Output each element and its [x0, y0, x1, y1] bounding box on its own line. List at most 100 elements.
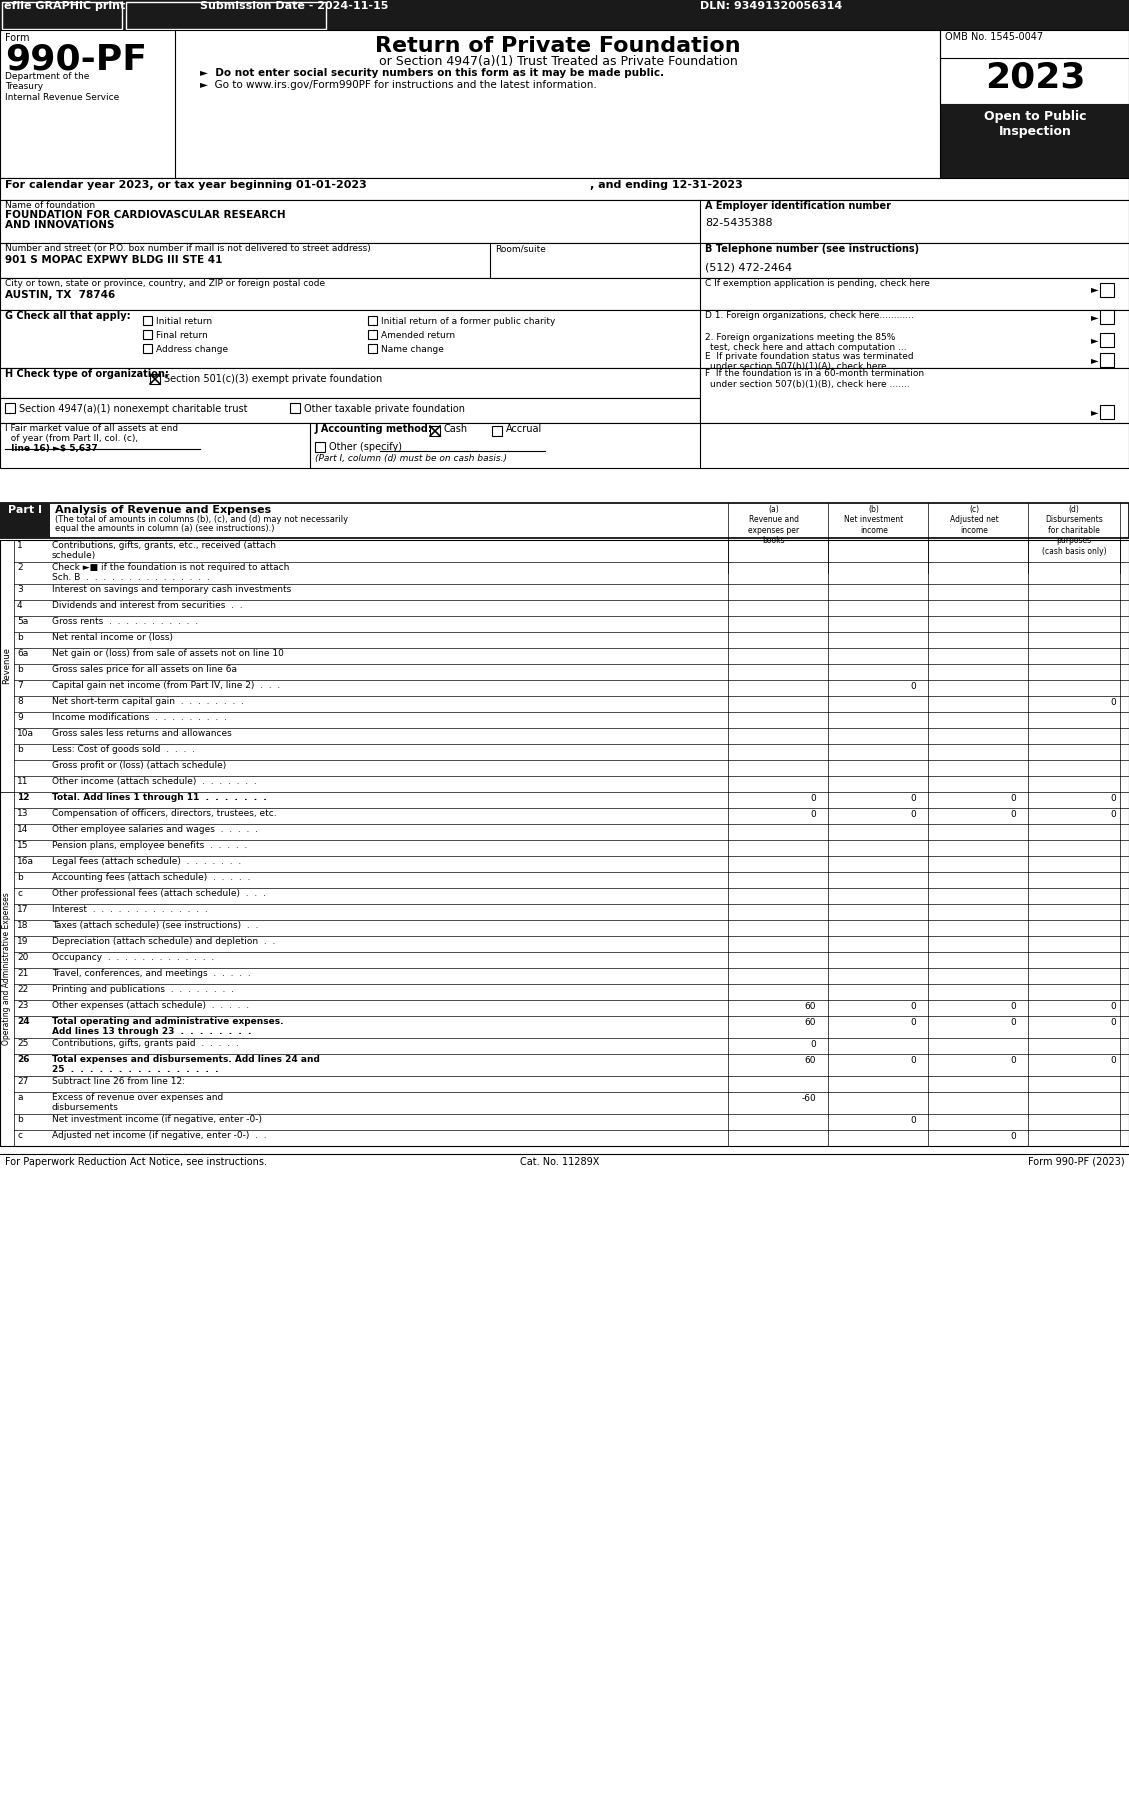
Text: b: b	[17, 1115, 23, 1124]
Text: of year (from Part II, col. (c),: of year (from Part II, col. (c),	[5, 433, 138, 442]
Text: (a)
Revenue and
expenses per
books: (a) Revenue and expenses per books	[749, 505, 799, 545]
Text: 0: 0	[1010, 1133, 1016, 1142]
Bar	[368, 331, 377, 340]
Text: 1: 1	[17, 541, 23, 550]
Text: (The total of amounts in columns (b), (c), and (d) may not necessarily: (The total of amounts in columns (b), (c…	[55, 514, 348, 523]
Text: , and ending 12-31-2023: , and ending 12-31-2023	[590, 180, 743, 191]
Text: 23: 23	[17, 1001, 28, 1010]
Text: 0: 0	[910, 795, 916, 804]
Text: (b)
Net investment
income: (b) Net investment income	[844, 505, 903, 534]
Text: Legal fees (attach schedule)  .  .  .  .  .  .  .: Legal fees (attach schedule) . . . . . .…	[52, 858, 242, 867]
Text: (Part I, column (d) must be on cash basis.): (Part I, column (d) must be on cash basi…	[315, 455, 507, 464]
Text: Return of Private Foundation: Return of Private Foundation	[375, 36, 741, 56]
Text: under section 507(b)(1)(A), check here .......: under section 507(b)(1)(A), check here .…	[710, 361, 910, 370]
Text: Other employee salaries and wages  .  .  .  .  .: Other employee salaries and wages . . . …	[52, 825, 259, 834]
Text: 0: 0	[910, 1001, 916, 1010]
Text: b: b	[17, 744, 23, 753]
Text: ►: ►	[1091, 284, 1099, 295]
Text: 4: 4	[17, 601, 23, 610]
Text: City or town, state or province, country, and ZIP or foreign postal code: City or town, state or province, country…	[5, 279, 325, 288]
Text: (c)
Adjusted net
income: (c) Adjusted net income	[949, 505, 998, 534]
Text: A Employer identification number: A Employer identification number	[704, 201, 891, 210]
Text: (d)
Disbursements
for charitable
purposes
(cash basis only): (d) Disbursements for charitable purpose…	[1042, 505, 1106, 556]
Bar	[940, 104, 1129, 178]
Bar	[143, 331, 152, 340]
Text: 0: 0	[910, 811, 916, 820]
Bar	[1100, 309, 1114, 324]
Text: 15: 15	[17, 841, 28, 850]
Bar	[143, 343, 152, 352]
Text: Address change: Address change	[156, 345, 228, 354]
Text: Name change: Name change	[380, 345, 444, 354]
Text: 11: 11	[17, 777, 28, 786]
Text: 0: 0	[910, 1055, 916, 1064]
Text: Operating and Administrative Expenses: Operating and Administrative Expenses	[2, 892, 11, 1045]
Text: Section 4947(a)(1) nonexempt charitable trust: Section 4947(a)(1) nonexempt charitable …	[19, 405, 247, 414]
Text: Contributions, gifts, grants, etc., received (attach
schedule): Contributions, gifts, grants, etc., rece…	[52, 541, 275, 561]
Bar	[1100, 352, 1114, 367]
Bar	[143, 316, 152, 325]
Text: 13: 13	[17, 809, 28, 818]
Text: J Accounting method:: J Accounting method:	[315, 424, 432, 433]
Text: ►: ►	[1091, 313, 1099, 322]
Text: b: b	[17, 633, 23, 642]
Text: D 1. Foreign organizations, check here............: D 1. Foreign organizations, check here..…	[704, 311, 913, 320]
Text: For Paperwork Reduction Act Notice, see instructions.: For Paperwork Reduction Act Notice, see …	[5, 1156, 266, 1167]
Text: Initial return of a former public charity: Initial return of a former public charit…	[380, 316, 555, 325]
Bar	[0, 539, 14, 791]
Text: 0: 0	[1110, 1055, 1115, 1064]
Text: AUSTIN, TX  78746: AUSTIN, TX 78746	[5, 289, 115, 300]
Text: ►  Go to www.irs.gov/Form990PF for instructions and the latest information.: ► Go to www.irs.gov/Form990PF for instru…	[200, 79, 597, 90]
Text: 2. Foreign organizations meeting the 85%: 2. Foreign organizations meeting the 85%	[704, 333, 895, 342]
Text: ►: ►	[1091, 334, 1099, 345]
Bar	[150, 374, 160, 385]
Text: Compensation of officers, directors, trustees, etc.: Compensation of officers, directors, tru…	[52, 809, 277, 818]
Text: 0: 0	[811, 1039, 816, 1048]
Text: Department of the
Treasury
Internal Revenue Service: Department of the Treasury Internal Reve…	[5, 72, 120, 102]
Text: E  If private foundation status was terminated: E If private foundation status was termi…	[704, 352, 913, 361]
Text: Other expenses (attach schedule)  .  .  .  .  .: Other expenses (attach schedule) . . . .…	[52, 1001, 250, 1010]
Text: 82-5435388: 82-5435388	[704, 218, 772, 228]
Text: under section 507(b)(1)(B), check here .......: under section 507(b)(1)(B), check here .…	[710, 379, 910, 388]
Text: 21: 21	[17, 969, 28, 978]
Text: DLN: 93491320056314: DLN: 93491320056314	[700, 2, 842, 11]
Bar	[0, 423, 1129, 467]
Text: a: a	[17, 1093, 23, 1102]
Text: 25: 25	[17, 1039, 28, 1048]
Text: 0: 0	[910, 1117, 916, 1126]
Text: 5a: 5a	[17, 617, 28, 626]
Text: ►  Do not enter social security numbers on this form as it may be made public.: ► Do not enter social security numbers o…	[200, 68, 664, 77]
Text: Total. Add lines 1 through 11  .  .  .  .  .  .  .: Total. Add lines 1 through 11 . . . . . …	[52, 793, 266, 802]
Text: Other income (attach schedule)  .  .  .  .  .  .  .: Other income (attach schedule) . . . . .…	[52, 777, 256, 786]
Text: 16a: 16a	[17, 858, 34, 867]
Text: 17: 17	[17, 904, 28, 913]
Text: -60: -60	[802, 1093, 816, 1102]
Text: 3: 3	[17, 584, 23, 593]
Bar	[0, 397, 700, 423]
Text: Initial return: Initial return	[156, 316, 212, 325]
Text: Cat. No. 11289X: Cat. No. 11289X	[520, 1156, 599, 1167]
Text: Amended return: Amended return	[380, 331, 455, 340]
Text: Submission Date - 2024-11-15: Submission Date - 2024-11-15	[200, 2, 388, 11]
Bar	[0, 539, 1129, 1145]
Text: Analysis of Revenue and Expenses: Analysis of Revenue and Expenses	[55, 505, 271, 514]
Text: Excess of revenue over expenses and
disbursements: Excess of revenue over expenses and disb…	[52, 1093, 224, 1113]
Text: Section 501(c)(3) exempt private foundation: Section 501(c)(3) exempt private foundat…	[164, 374, 383, 385]
Text: 60: 60	[805, 1018, 816, 1027]
Text: G Check all that apply:: G Check all that apply:	[5, 311, 131, 322]
Bar	[1100, 405, 1114, 419]
Text: Dividends and interest from securities  .  .: Dividends and interest from securities .…	[52, 601, 243, 610]
Text: Net investment income (if negative, enter -0-): Net investment income (if negative, ente…	[52, 1115, 262, 1124]
Text: OMB No. 1545-0047: OMB No. 1545-0047	[945, 32, 1043, 41]
Text: 22: 22	[17, 985, 28, 994]
Text: 0: 0	[811, 811, 816, 820]
Text: Accrual: Accrual	[506, 424, 542, 433]
Text: AND INNOVATIONS: AND INNOVATIONS	[5, 219, 114, 230]
Text: Other professional fees (attach schedule)  .  .  .: Other professional fees (attach schedule…	[52, 888, 265, 897]
Text: Gross sales price for all assets on line 6a: Gross sales price for all assets on line…	[52, 665, 237, 674]
Text: 0: 0	[910, 1018, 916, 1027]
Text: B Telephone number (see instructions): B Telephone number (see instructions)	[704, 245, 919, 254]
Text: Gross sales less returns and allowances: Gross sales less returns and allowances	[52, 728, 231, 737]
Text: H Check type of organization:: H Check type of organization:	[5, 369, 169, 379]
Text: Occupancy  .  .  .  .  .  .  .  .  .  .  .  .  .: Occupancy . . . . . . . . . . . . .	[52, 953, 215, 962]
